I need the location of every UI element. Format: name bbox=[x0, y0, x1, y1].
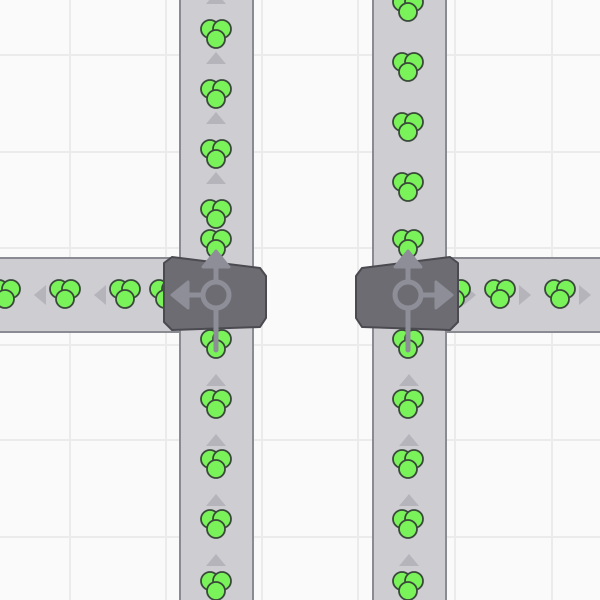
green-circle-cluster-item bbox=[544, 279, 576, 309]
circle-piece bbox=[0, 289, 15, 309]
belt-direction-arrow bbox=[206, 52, 226, 64]
belt-direction-arrow bbox=[206, 374, 226, 386]
green-circle-cluster-item bbox=[200, 389, 232, 419]
green-circle-cluster-item bbox=[484, 279, 516, 309]
belt-direction-arrow bbox=[206, 434, 226, 446]
green-circle-cluster-item bbox=[0, 279, 21, 309]
green-circle-cluster-item bbox=[392, 389, 424, 419]
arrow-up-icon bbox=[201, 249, 231, 269]
belt-direction-arrow bbox=[579, 285, 591, 305]
arrow-left-icon bbox=[170, 280, 190, 310]
green-circle-cluster-item bbox=[392, 449, 424, 479]
green-circle-cluster-item bbox=[392, 0, 424, 22]
green-circle-cluster-item bbox=[392, 52, 424, 82]
splitter-building[interactable] bbox=[163, 249, 267, 353]
circle-piece bbox=[490, 289, 510, 309]
splitter-body bbox=[355, 256, 459, 331]
belt-direction-arrow bbox=[399, 554, 419, 566]
circle-piece bbox=[398, 581, 418, 600]
circle-piece bbox=[206, 149, 226, 169]
green-circle-cluster-item bbox=[200, 139, 232, 169]
belt-items bbox=[0, 0, 576, 600]
arrow-up-icon bbox=[393, 249, 423, 269]
circle-piece bbox=[398, 459, 418, 479]
conveyor-belt-horizontal-left[interactable] bbox=[0, 257, 181, 333]
circle-piece bbox=[206, 581, 226, 600]
splitter-icon bbox=[170, 249, 232, 353]
green-circle-cluster-item bbox=[200, 571, 232, 600]
circle-piece bbox=[398, 62, 418, 82]
belt-direction-arrow bbox=[206, 554, 226, 566]
green-circle-cluster-item bbox=[49, 279, 81, 309]
belt-direction-arrow bbox=[519, 285, 531, 305]
belt-direction-arrow bbox=[94, 285, 106, 305]
green-circle-cluster-item bbox=[200, 79, 232, 109]
circle-piece bbox=[398, 2, 418, 22]
circle-piece bbox=[398, 399, 418, 419]
green-circle-cluster-item bbox=[200, 449, 232, 479]
green-circle-cluster-item bbox=[200, 199, 232, 229]
circle-piece bbox=[206, 89, 226, 109]
belt-direction-arrow bbox=[399, 434, 419, 446]
circle-piece bbox=[398, 122, 418, 142]
belt-direction-arrow bbox=[206, 494, 226, 506]
circle-piece bbox=[206, 519, 226, 539]
green-circle-cluster-item bbox=[392, 229, 424, 259]
circle-piece bbox=[115, 289, 135, 309]
splitter-body bbox=[163, 256, 267, 331]
green-circle-cluster-item bbox=[392, 112, 424, 142]
circle-piece bbox=[398, 519, 418, 539]
circle-piece bbox=[550, 289, 570, 309]
green-circle-cluster-item bbox=[200, 509, 232, 539]
splitter-icon bbox=[392, 249, 454, 353]
circle-piece bbox=[206, 29, 226, 49]
belt-direction-arrow bbox=[206, 112, 226, 124]
circle-piece bbox=[398, 182, 418, 202]
circle-piece bbox=[206, 459, 226, 479]
splitter-building[interactable] bbox=[355, 249, 459, 353]
green-circle-cluster-item bbox=[200, 229, 232, 259]
circle-piece bbox=[206, 209, 226, 229]
belt-direction-arrow bbox=[399, 494, 419, 506]
green-circle-cluster-item bbox=[392, 571, 424, 600]
green-circle-cluster-item bbox=[392, 172, 424, 202]
green-circle-cluster-item bbox=[392, 509, 424, 539]
green-circle-cluster-item bbox=[109, 279, 141, 309]
circle-piece bbox=[206, 399, 226, 419]
belt-direction-arrow bbox=[206, 0, 226, 4]
circle-piece bbox=[55, 289, 75, 309]
arrow-right-icon bbox=[434, 280, 454, 310]
splitters bbox=[163, 249, 459, 353]
belt-direction-arrow bbox=[399, 374, 419, 386]
belt-direction-arrow bbox=[34, 285, 46, 305]
belt-direction-arrow bbox=[206, 172, 226, 184]
green-circle-cluster-item bbox=[200, 19, 232, 49]
